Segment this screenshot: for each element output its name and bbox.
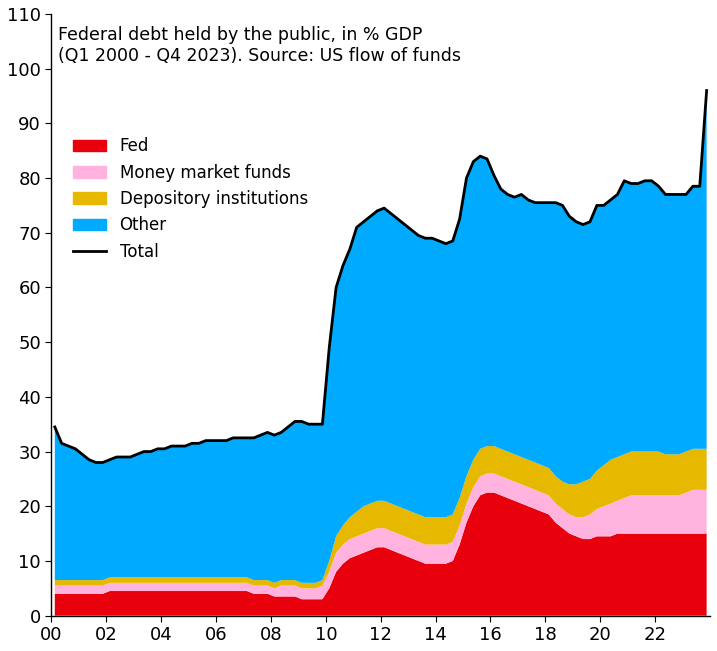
Total — [407, 226, 416, 234]
Legend: Fed, Money market funds, Depository institutions, Other, Total: Fed, Money market funds, Depository inst… — [66, 131, 315, 268]
Line: Total: Total — [54, 90, 707, 462]
Total — [338, 262, 347, 270]
Total — [50, 423, 59, 431]
Total — [146, 448, 155, 456]
Total — [655, 182, 663, 190]
Total — [703, 87, 711, 94]
Text: Federal debt held by the public, in % GDP
(Q1 2000 - Q4 2023). Source: US flow o: Federal debt held by the public, in % GD… — [58, 26, 461, 65]
Total — [386, 210, 395, 217]
Total — [242, 434, 251, 442]
Total — [92, 458, 100, 466]
